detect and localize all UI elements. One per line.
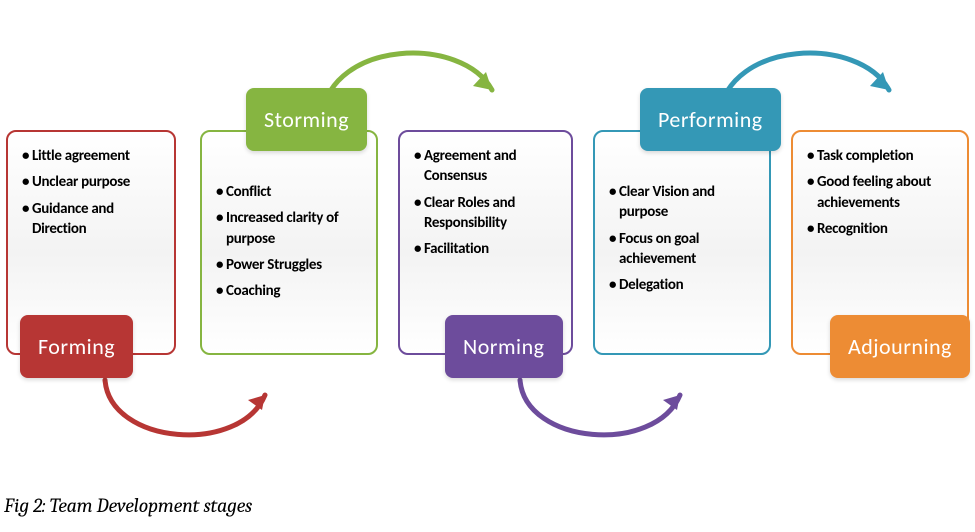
stage-bullet: Coaching <box>216 281 366 301</box>
stage-label-adjourning: Adjourning <box>830 315 970 378</box>
stage-bullet: Agreement and Consensus <box>414 146 561 187</box>
stage-bullets: Conflict Increased clarity of purpose Powe… <box>216 182 366 301</box>
stage-bullets: Task completion Good feeling about achiev… <box>807 146 957 239</box>
stage-label-forming: Forming <box>20 315 133 378</box>
stage-bullet: Clear Vision and purpose <box>609 182 759 223</box>
team-development-diagram: Little agreement Unclear purpose Guidance … <box>0 0 975 485</box>
figure-caption: Fig 2: Team Development stages <box>4 494 252 517</box>
connector-arrow-forming-storming <box>80 360 300 480</box>
stage-bullet: Increased clarity of purpose <box>216 208 366 249</box>
stage-bullet: Delegation <box>609 275 759 295</box>
stage-bullet: Good feeling about achievements <box>807 172 957 213</box>
stage-bullet: Clear Roles and Responsibility <box>414 193 561 234</box>
stage-bullet: Focus on goal achievement <box>609 229 759 270</box>
stage-bullet: Little agreement <box>22 146 164 166</box>
stage-bullets: Clear Vision and purpose Focus on goal ac… <box>609 182 759 295</box>
stage-bullets: Little agreement Unclear purpose Guidance … <box>22 146 164 239</box>
stage-bullet: Recognition <box>807 219 957 239</box>
stage-label-performing: Performing <box>640 88 781 151</box>
stage-box-performing: Clear Vision and purpose Focus on goal ac… <box>593 130 771 355</box>
connector-arrow-norming-performing <box>495 360 715 480</box>
stage-bullet: Unclear purpose <box>22 172 164 192</box>
stage-bullet: Power Struggles <box>216 255 366 275</box>
stage-bullet: Conflict <box>216 182 366 202</box>
stage-box-storming: Conflict Increased clarity of purpose Powe… <box>200 130 378 355</box>
stage-bullets: Agreement and Consensus Clear Roles and R… <box>414 146 561 259</box>
stage-bullet: Guidance and Direction <box>22 199 164 240</box>
stage-label-storming: Storming <box>246 88 367 151</box>
stage-bullet: Facilitation <box>414 239 561 259</box>
stage-bullet: Task completion <box>807 146 957 166</box>
stage-label-norming: Norming <box>445 315 563 378</box>
